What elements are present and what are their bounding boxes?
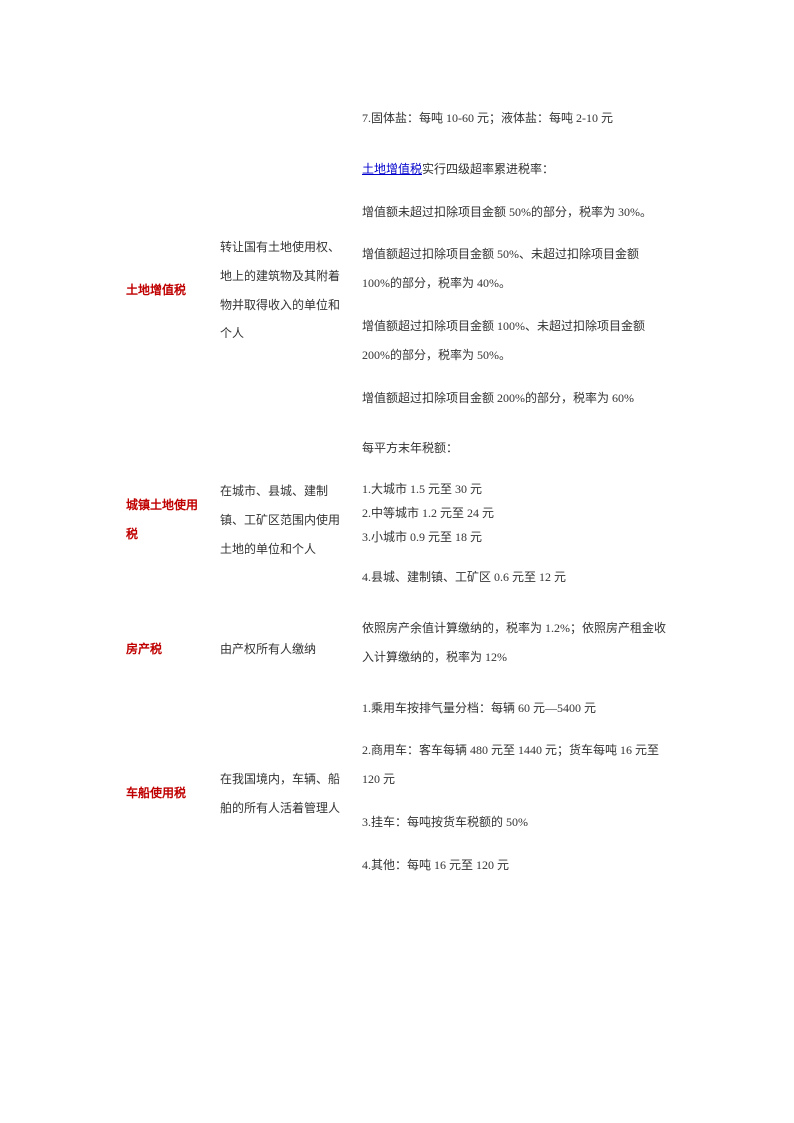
table-row: 房产税 由产权所有人缴纳 依照房产余值计算缴纳的，税率为 1.2%；依照房产租金…: [120, 610, 674, 690]
rate-text: 增值额超过扣除项目金额 100%、未超过扣除项目金额 200%的部分，税率为 5…: [362, 312, 668, 370]
table-row: 城镇土地使用税 在城市、县城、建制镇、工矿区范围内使用土地的单位和个人 每平方末…: [120, 430, 674, 610]
tax-name-cell: 车船使用税: [120, 690, 214, 898]
tax-name-cell: 城镇土地使用税: [120, 430, 214, 610]
tax-rate-cell: 每平方末年税额： 1.大城市 1.5 元至 30 元 2.中等城市 1.2 元至…: [356, 430, 674, 610]
tax-rate-cell: 依照房产余值计算缴纳的，税率为 1.2%；依照房产租金收入计算缴纳的，税率为 1…: [356, 610, 674, 690]
tax-rate-cell: 土地增值税实行四级超率累进税率： 增值额未超过扣除项目金额 50%的部分，税率为…: [356, 151, 674, 431]
table-row: 土地增值税 转让国有土地使用权、地上的建筑物及其附着物并取得收入的单位和个人 土…: [120, 151, 674, 431]
rate-text: 7.固体盐：每吨 10-60 元；液体盐：每吨 2-10 元: [362, 104, 668, 133]
tax-table: 7.固体盐：每吨 10-60 元；液体盐：每吨 2-10 元 土地增值税 转让国…: [120, 100, 674, 898]
rate-text: 土地增值税实行四级超率累进税率：: [362, 155, 668, 184]
tax-link[interactable]: 土地增值税: [362, 162, 422, 176]
tax-subject-cell: [214, 100, 356, 151]
table-row: 7.固体盐：每吨 10-60 元；液体盐：每吨 2-10 元: [120, 100, 674, 151]
rate-text: 3.挂车：每吨按货车税额的 50%: [362, 808, 668, 837]
rate-text: 2.商用车：客车每辆 480 元至 1440 元；货车每吨 16 元至 120 …: [362, 736, 668, 794]
tax-rate-cell: 7.固体盐：每吨 10-60 元；液体盐：每吨 2-10 元: [356, 100, 674, 151]
tax-subject-cell: 在城市、县城、建制镇、工矿区范围内使用土地的单位和个人: [214, 430, 356, 610]
rate-text: 2.中等城市 1.2 元至 24 元: [362, 501, 668, 525]
rate-text: 增值额超过扣除项目金额 50%、未超过扣除项目金额 100%的部分，税率为 40…: [362, 240, 668, 298]
tax-subject-cell: 转让国有土地使用权、地上的建筑物及其附着物并取得收入的单位和个人: [214, 151, 356, 431]
rate-text: 依照房产余值计算缴纳的，税率为 1.2%；依照房产租金收入计算缴纳的，税率为 1…: [362, 614, 668, 672]
rate-text: 每平方末年税额：: [362, 434, 668, 463]
rate-text: 4.其他：每吨 16 元至 120 元: [362, 851, 668, 880]
rate-text: 1.乘用车按排气量分档：每辆 60 元—5400 元: [362, 694, 668, 723]
document-page: 7.固体盐：每吨 10-60 元；液体盐：每吨 2-10 元 土地增值税 转让国…: [0, 0, 794, 978]
rate-text: 增值额超过扣除项目金额 200%的部分，税率为 60%: [362, 384, 668, 413]
tax-name-cell: 土地增值税: [120, 151, 214, 431]
tax-rate-cell: 1.乘用车按排气量分档：每辆 60 元—5400 元 2.商用车：客车每辆 48…: [356, 690, 674, 898]
tax-subject-cell: 在我国境内，车辆、船舶的所有人活着管理人: [214, 690, 356, 898]
rate-text: 4.县城、建制镇、工矿区 0.6 元至 12 元: [362, 563, 668, 592]
rate-tail: 实行四级超率累进税率：: [422, 162, 554, 176]
tax-name-cell: 房产税: [120, 610, 214, 690]
tax-name-cell: [120, 100, 214, 151]
rate-text: 3.小城市 0.9 元至 18 元: [362, 525, 668, 549]
rate-text: 1.大城市 1.5 元至 30 元: [362, 477, 668, 501]
rate-text: 增值额未超过扣除项目金额 50%的部分，税率为 30%。: [362, 198, 668, 227]
table-row: 车船使用税 在我国境内，车辆、船舶的所有人活着管理人 1.乘用车按排气量分档：每…: [120, 690, 674, 898]
tax-subject-cell: 由产权所有人缴纳: [214, 610, 356, 690]
